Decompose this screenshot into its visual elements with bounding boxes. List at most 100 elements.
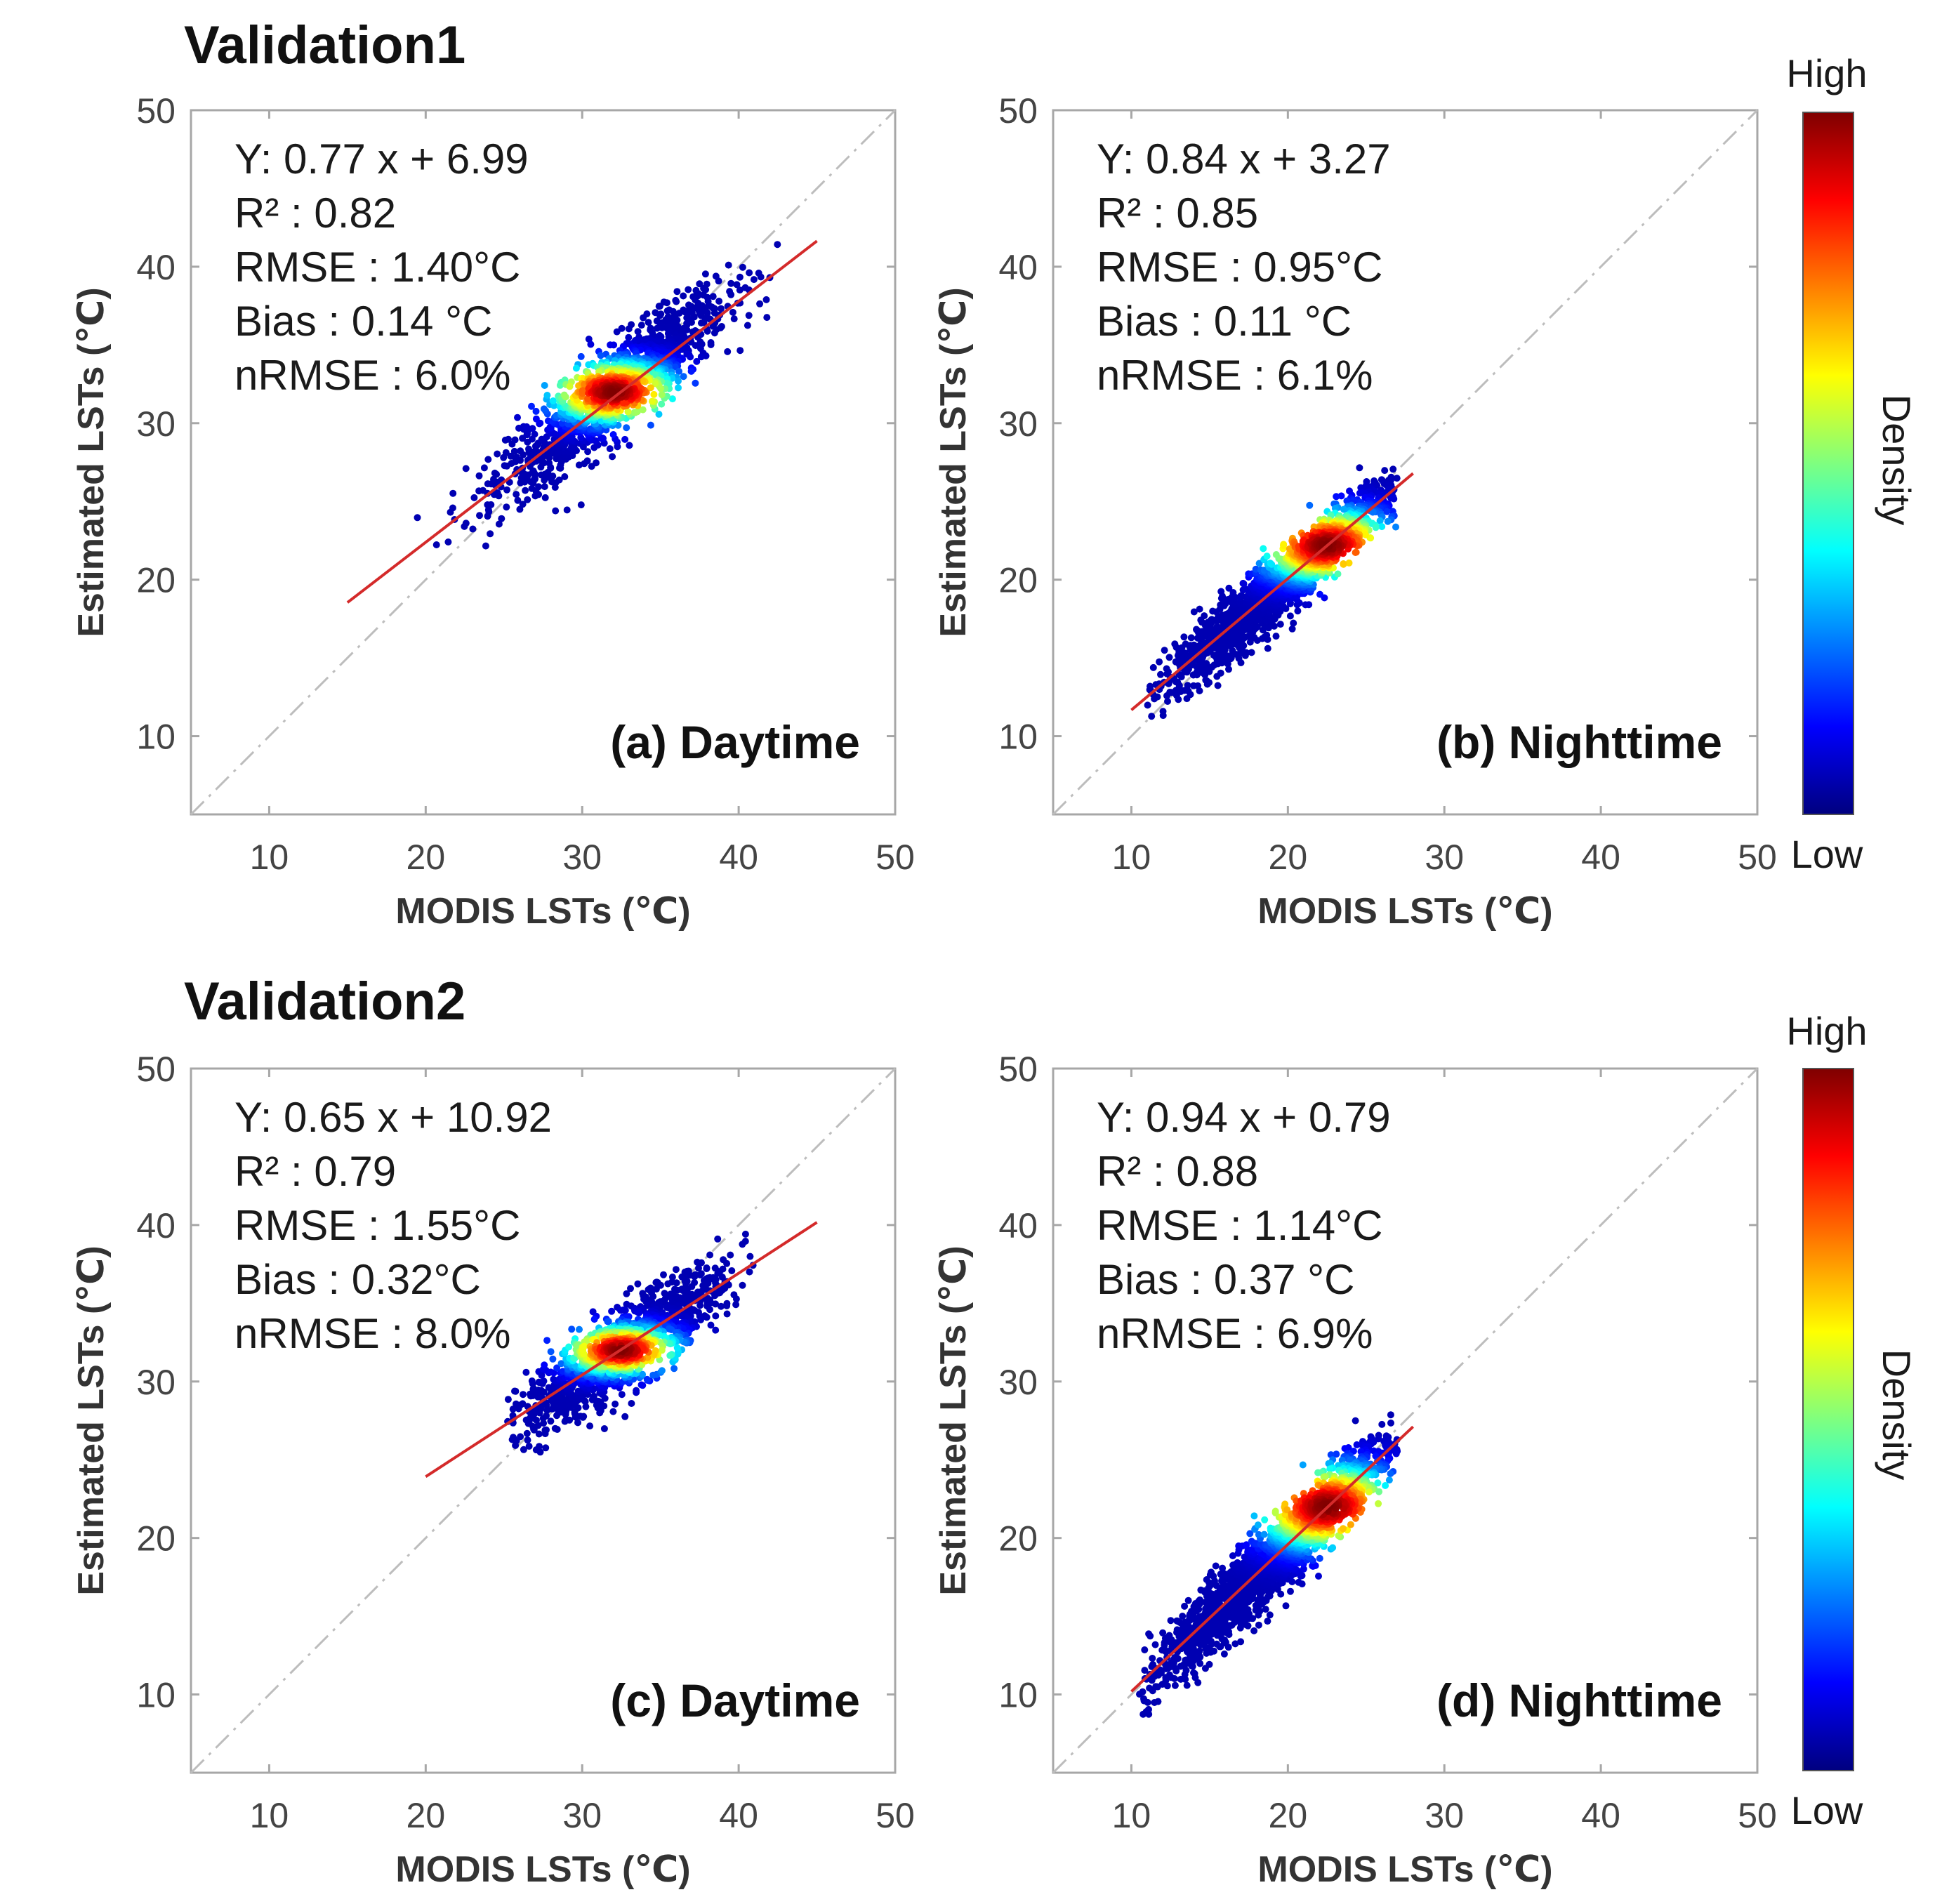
scatter-point <box>736 286 744 294</box>
scatter-point <box>543 1426 550 1434</box>
scatter-point <box>604 1318 612 1325</box>
scatter-point <box>524 496 531 503</box>
scatter-point <box>649 1371 657 1379</box>
stat-line: Bias : 0.11 °C <box>1097 298 1352 345</box>
scatter-point <box>706 1306 713 1314</box>
scatter-point <box>514 496 522 504</box>
scatter-point <box>741 1230 749 1238</box>
scatter-point <box>528 484 536 492</box>
x-tick-label: 50 <box>876 1796 915 1835</box>
scatter-point <box>685 286 692 293</box>
stat-line: nRMSE : 8.0% <box>234 1310 511 1357</box>
scatter-point <box>577 352 585 360</box>
scatter-point <box>1165 1632 1173 1639</box>
scatter-point <box>696 280 703 288</box>
scatter-point <box>727 1251 734 1259</box>
stat-line: nRMSE : 6.0% <box>234 352 511 399</box>
regression-line <box>346 239 818 604</box>
scatter-point <box>414 514 421 522</box>
scatter-point <box>556 381 564 389</box>
scatter-point <box>1154 1698 1162 1705</box>
y-tick-label: 30 <box>998 404 1038 444</box>
stat-line: R² : 0.85 <box>1097 190 1258 237</box>
stat-line: Bias : 0.32°C <box>234 1256 481 1303</box>
scatter-point <box>1381 467 1389 475</box>
scatter-point <box>687 367 695 375</box>
scatter-point <box>566 1416 574 1424</box>
scatter-point <box>624 408 632 416</box>
scatter-point <box>655 303 663 310</box>
scatter-point <box>1248 649 1255 656</box>
scatter-point <box>739 263 746 271</box>
scatter-point <box>626 442 633 449</box>
scatter-point <box>580 1413 588 1420</box>
scatter-point <box>522 487 529 494</box>
scatter-point <box>724 348 732 355</box>
scatter-point <box>756 300 764 308</box>
scatter-point <box>712 1312 720 1320</box>
scatter-point <box>541 483 548 491</box>
scatter-point <box>648 397 656 405</box>
scatter-point <box>579 387 586 395</box>
scatter-point <box>1149 1660 1156 1668</box>
scatter-point <box>1362 531 1369 538</box>
scatter-point <box>609 431 617 438</box>
scatter-point <box>680 373 687 381</box>
scatter-point <box>512 1387 520 1395</box>
scatter-point <box>712 1326 720 1334</box>
scatter-point <box>469 525 477 533</box>
scatter-point <box>1174 1655 1182 1662</box>
y-axis-label: Estimated LSTs (℃) <box>933 287 974 637</box>
scatter-point <box>491 469 498 477</box>
one-to-one-line <box>1052 109 1759 816</box>
scatter-point <box>757 273 765 281</box>
scatter-point <box>702 286 710 293</box>
scatter-point <box>703 327 711 335</box>
scatter-point <box>475 472 483 480</box>
stat-line: RMSE : 1.40°C <box>234 244 520 291</box>
scatter-point <box>514 414 521 421</box>
scatter-point <box>1165 1671 1173 1679</box>
scatter-point <box>652 380 659 388</box>
scatter-point <box>504 1396 512 1403</box>
scatter-point <box>522 1368 530 1376</box>
stat-line: RMSE : 1.55°C <box>234 1202 520 1249</box>
y-tick-label: 50 <box>998 1050 1038 1089</box>
scatter-point <box>634 328 642 336</box>
scatter-point <box>637 1381 645 1389</box>
scatter-point <box>551 1424 559 1432</box>
x-tick-label: 50 <box>1738 1796 1777 1835</box>
scatter-point <box>1156 658 1163 666</box>
scatter-point <box>597 352 604 359</box>
scatter-point <box>1316 590 1323 598</box>
scatter-point <box>510 447 518 455</box>
scatter-point <box>656 312 663 319</box>
scatter-point <box>1171 640 1179 648</box>
scatter-point <box>660 1271 667 1278</box>
scatter-point <box>1280 541 1288 548</box>
scatter-point <box>635 1309 642 1316</box>
x-tick-label: 20 <box>407 838 446 877</box>
x-tick-label: 40 <box>719 1796 758 1835</box>
scatter-point <box>482 542 489 550</box>
scatter-point <box>1276 621 1284 628</box>
x-tick-label: 50 <box>1738 838 1777 877</box>
y-tick-label: 20 <box>998 1519 1038 1559</box>
y-tick-label: 10 <box>136 718 176 757</box>
scatter-point <box>666 1351 674 1359</box>
y-tick-label: 40 <box>136 1206 176 1245</box>
group-title-validation1: Validation1 <box>184 15 465 75</box>
scatter-point <box>623 1290 630 1297</box>
scatter-point <box>1340 560 1347 567</box>
panel-label: (b) Nighttime <box>1436 716 1722 768</box>
scatter-point <box>725 261 732 269</box>
scatter-point <box>1161 647 1168 654</box>
scatter-point <box>513 454 520 461</box>
scatter-point <box>621 1307 629 1314</box>
x-tick-label: 20 <box>407 1796 446 1835</box>
scatter-point <box>703 1265 711 1273</box>
scatter-point <box>703 309 711 317</box>
scatter-point <box>494 489 501 496</box>
scatter-point <box>547 1348 555 1356</box>
scatter-point <box>609 388 617 396</box>
